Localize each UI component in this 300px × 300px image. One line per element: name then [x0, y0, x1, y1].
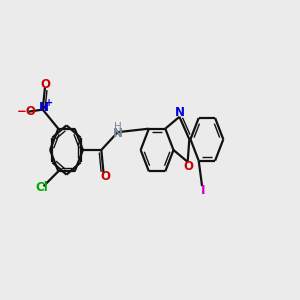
Text: O: O — [183, 160, 193, 172]
Text: N: N — [175, 106, 185, 119]
Text: O: O — [41, 78, 51, 91]
Text: I: I — [200, 184, 205, 197]
Text: Cl: Cl — [35, 181, 48, 194]
Text: +: + — [45, 98, 53, 108]
Text: H: H — [114, 122, 122, 132]
Text: N: N — [39, 101, 49, 114]
Text: N: N — [113, 127, 123, 140]
Text: O: O — [100, 170, 111, 183]
Text: −O: −O — [16, 105, 36, 118]
